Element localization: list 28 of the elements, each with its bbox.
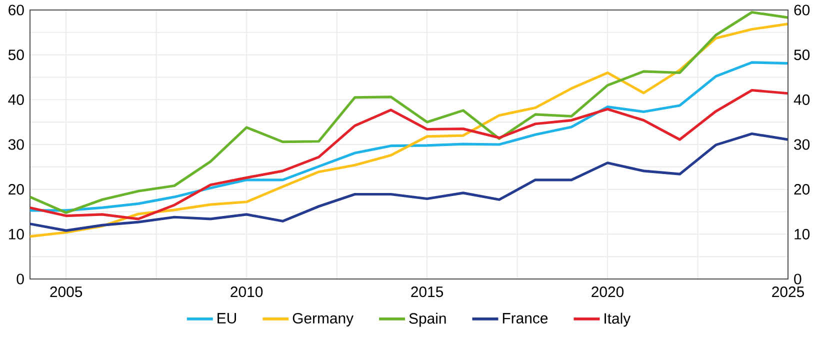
y-tick-label: 0 [16, 274, 24, 284]
legend-label: EU [218, 313, 236, 324]
x-tick-label: 2025 [772, 286, 804, 298]
y2-tick-label: 0 [794, 274, 802, 284]
line-series [30, 132, 788, 232]
y2-tick-label: 60 [794, 4, 810, 16]
line-series [30, 61, 788, 212]
y-tick-label: 30 [8, 139, 24, 150]
legend-label: Italy [604, 312, 631, 327]
legend-label: Germany [292, 312, 354, 326]
legend-label: France [502, 313, 548, 324]
y2-tick-label: 50 [794, 50, 810, 60]
x-tick-label: 2010 [230, 286, 263, 298]
x-tick-label: 2015 [411, 286, 444, 298]
x-tick-label: 2005 [50, 286, 82, 298]
y2-tick-label: 20 [794, 184, 810, 195]
line-series [30, 88, 788, 220]
y-tick-label: 40 [8, 94, 24, 105]
y-tick-label: 60 [8, 4, 24, 16]
y-tick-label: 10 [9, 228, 24, 240]
y2-tick-label: 40 [794, 94, 810, 105]
y-tick-label: 50 [8, 50, 24, 60]
line-series [30, 10, 788, 214]
y2-tick-label: 10 [794, 228, 810, 240]
legend-label: Spain [409, 312, 446, 327]
y2-tick-label: 30 [794, 139, 810, 150]
x-tick-label: 2020 [592, 286, 624, 298]
y-tick-label: 20 [8, 184, 24, 195]
